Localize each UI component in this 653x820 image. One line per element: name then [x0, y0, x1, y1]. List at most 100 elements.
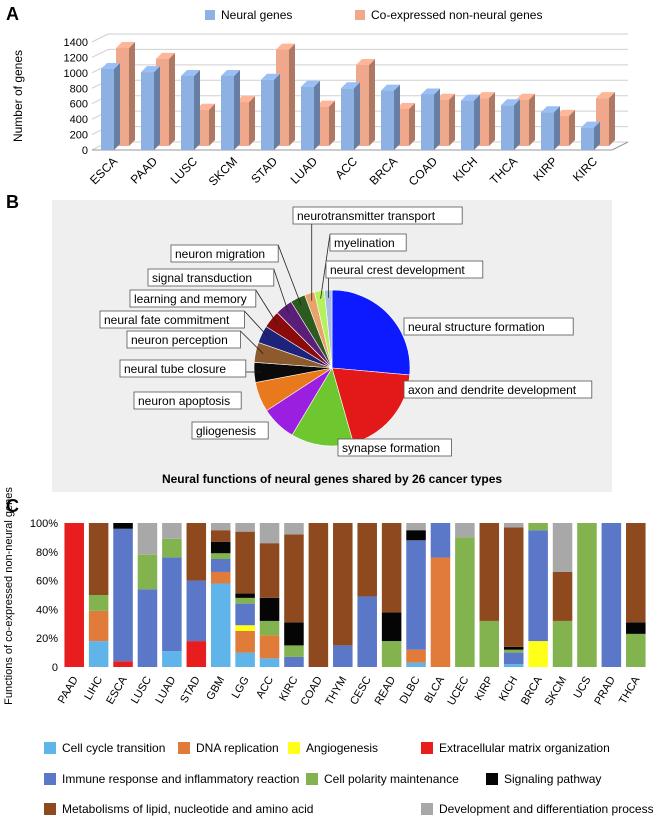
panel-c-bar-segment: [210, 559, 231, 572]
panel-c-legend-swatch: [44, 742, 56, 754]
panel-a-bar-top: [421, 88, 440, 95]
pie-label-box: [403, 380, 593, 399]
pie-label-box: [133, 391, 242, 410]
panel-c-bar-segment: [186, 641, 207, 667]
panel-a-y-tick-label: 400: [70, 114, 88, 126]
panel-c-y-tick-label: 20%: [36, 633, 58, 645]
panel-c-bar-segment: [528, 530, 548, 642]
panel-c-bar-segment: [406, 662, 426, 667]
panel-a-bar-neural: [141, 66, 160, 150]
panel-c-bar-segment: [162, 523, 182, 539]
panel-c-y-tick-label: 0: [52, 662, 58, 674]
panel-a-bar-neural: [381, 84, 400, 150]
panel-c-x-tick-label: UCS: [572, 675, 594, 701]
panel-a-bar-side: [554, 106, 560, 150]
panel-a-bar-top: [596, 92, 615, 99]
panel-a-bar-top: [556, 109, 575, 116]
panel-c-bar-segment: [210, 530, 231, 542]
pie-label: synapse formation: [342, 441, 440, 455]
pie-label-box: [119, 359, 247, 378]
panel-c-chart: 0 20% 40% 60% 80% 100% PAAD LIHC ESCA LUSC LUAD STA…: [30, 518, 646, 708]
panel-a-bar-front: [501, 105, 514, 150]
panel-a-bar-neural: [421, 88, 440, 150]
panel-a-bar-side: [194, 69, 200, 150]
panel-a-x-tick-label: STAD: [248, 154, 280, 186]
pie-label: neurotransmitter transport: [297, 209, 436, 223]
pie-label-box: [337, 438, 452, 457]
panel-a-y-tick-label: 0: [82, 145, 88, 157]
panel-c-bar-segment: [235, 593, 255, 598]
panel-a-bar-side: [289, 43, 295, 147]
panel-c-x-tick-label: STAD: [178, 674, 203, 705]
panel-c-bar-segment: [113, 661, 133, 667]
pie-label: neural fate commitment: [104, 313, 230, 327]
panel-c-legend-label: Angiogenesis: [306, 741, 378, 755]
pie-leader-line: [277, 244, 302, 306]
panel-c-x-tick-label: BRCA: [519, 674, 545, 707]
panel-a-legend-swatch: [205, 10, 215, 20]
panel-c-bar-segment: [381, 641, 402, 667]
panel-a-x-tick-label: KICH: [450, 154, 480, 184]
panel-c-bar-segment: [479, 620, 500, 667]
panel-c-bar-segment: [381, 523, 402, 613]
panel-c-x-tick-label: ESCA: [104, 674, 130, 707]
pie-label: gliogenesis: [196, 424, 256, 438]
panel-c-bar-segment: [601, 523, 622, 667]
panel-c-bar-segment: [503, 649, 524, 653]
panel-a-y-tick-label: 1000: [64, 68, 88, 80]
pie-label-box: [147, 268, 275, 287]
panel-a-bar-top: [101, 63, 120, 69]
panel-a-chart: 0 200 400 600 800 1000 1200 1400 ESCA PAAD LUSC SKC…: [64, 33, 629, 189]
panel-a-x-tick-label: KIRP: [530, 154, 560, 184]
panel-a-bar-neural: [261, 73, 280, 150]
panel-a-bar-top: [316, 100, 335, 107]
pie-leader-line: [273, 268, 289, 313]
panel-c-y-tick-label: 100%: [30, 518, 58, 530]
panel-a-x-tick-label: BRCA: [367, 154, 400, 187]
panel-a-bar-side: [409, 102, 415, 146]
panel-c-bar-segment: [308, 523, 329, 667]
panel-a-bar-side: [449, 93, 455, 146]
panel-c-legend-swatch: [44, 773, 56, 785]
panel-c-legend-swatch: [44, 803, 56, 815]
pie-leader-line: [240, 330, 264, 355]
panel-a-bar-side: [529, 93, 535, 146]
panel-a-bar-top: [236, 96, 255, 103]
pie-label: learning and memory: [134, 292, 247, 306]
panel-c-bar-segment: [162, 557, 182, 652]
panel-a-bar-top: [581, 121, 600, 128]
panel-c-bar-segment: [162, 538, 182, 558]
panel-a-bar-side: [129, 42, 135, 146]
panel-c-bar-segment: [210, 553, 231, 559]
panel-c-bar-segment: [235, 631, 255, 653]
pie-label: neuron apoptosis: [138, 394, 230, 408]
panel-c-x-tick-label: READ: [373, 674, 399, 707]
panel-a-bar-front: [541, 112, 554, 150]
panel-c-x-tick-label: LGG: [230, 675, 252, 701]
panel-c-legend-swatch: [178, 742, 190, 754]
panel-c-bar-segment: [64, 523, 84, 667]
panel-c-bar-segment: [503, 646, 524, 650]
panel-c-x-tick-label: PRAD: [592, 674, 618, 707]
panel-c-bar-segment: [552, 620, 573, 667]
panel-c-bar-segment: [406, 649, 426, 663]
panel-a-letter: A: [6, 4, 19, 24]
panel-c-bar-segment: [210, 583, 231, 667]
panel-b-pie-chart: neural structure formation axon and dendr…: [99, 206, 593, 457]
panel-a-gridline-depth: [91, 48, 109, 58]
panel-c-x-tick-label: KIRC: [277, 674, 301, 703]
panel-a-bar-top: [341, 82, 360, 89]
panel-c-x-tick-label: LUSC: [129, 674, 154, 705]
panel-a-bar-side: [514, 99, 520, 150]
panel-a-bar-top: [381, 84, 400, 91]
panel-c-x-tick-label: COAD: [299, 674, 325, 708]
pie-leader-line: [255, 289, 278, 325]
panel-a-bar-neural: [541, 106, 560, 150]
panel-c-legend-label: Cell cycle transition: [62, 741, 165, 755]
panel-c-x-tick-label: LUAD: [153, 674, 178, 705]
panel-a-bar-side: [569, 109, 575, 146]
panel-c-bar-segment: [162, 651, 182, 667]
panel-c-bar-segment: [137, 589, 158, 667]
panel-a-bar-front: [341, 88, 354, 150]
panel-c-legend-label: Development and differentiation processe…: [439, 802, 653, 816]
